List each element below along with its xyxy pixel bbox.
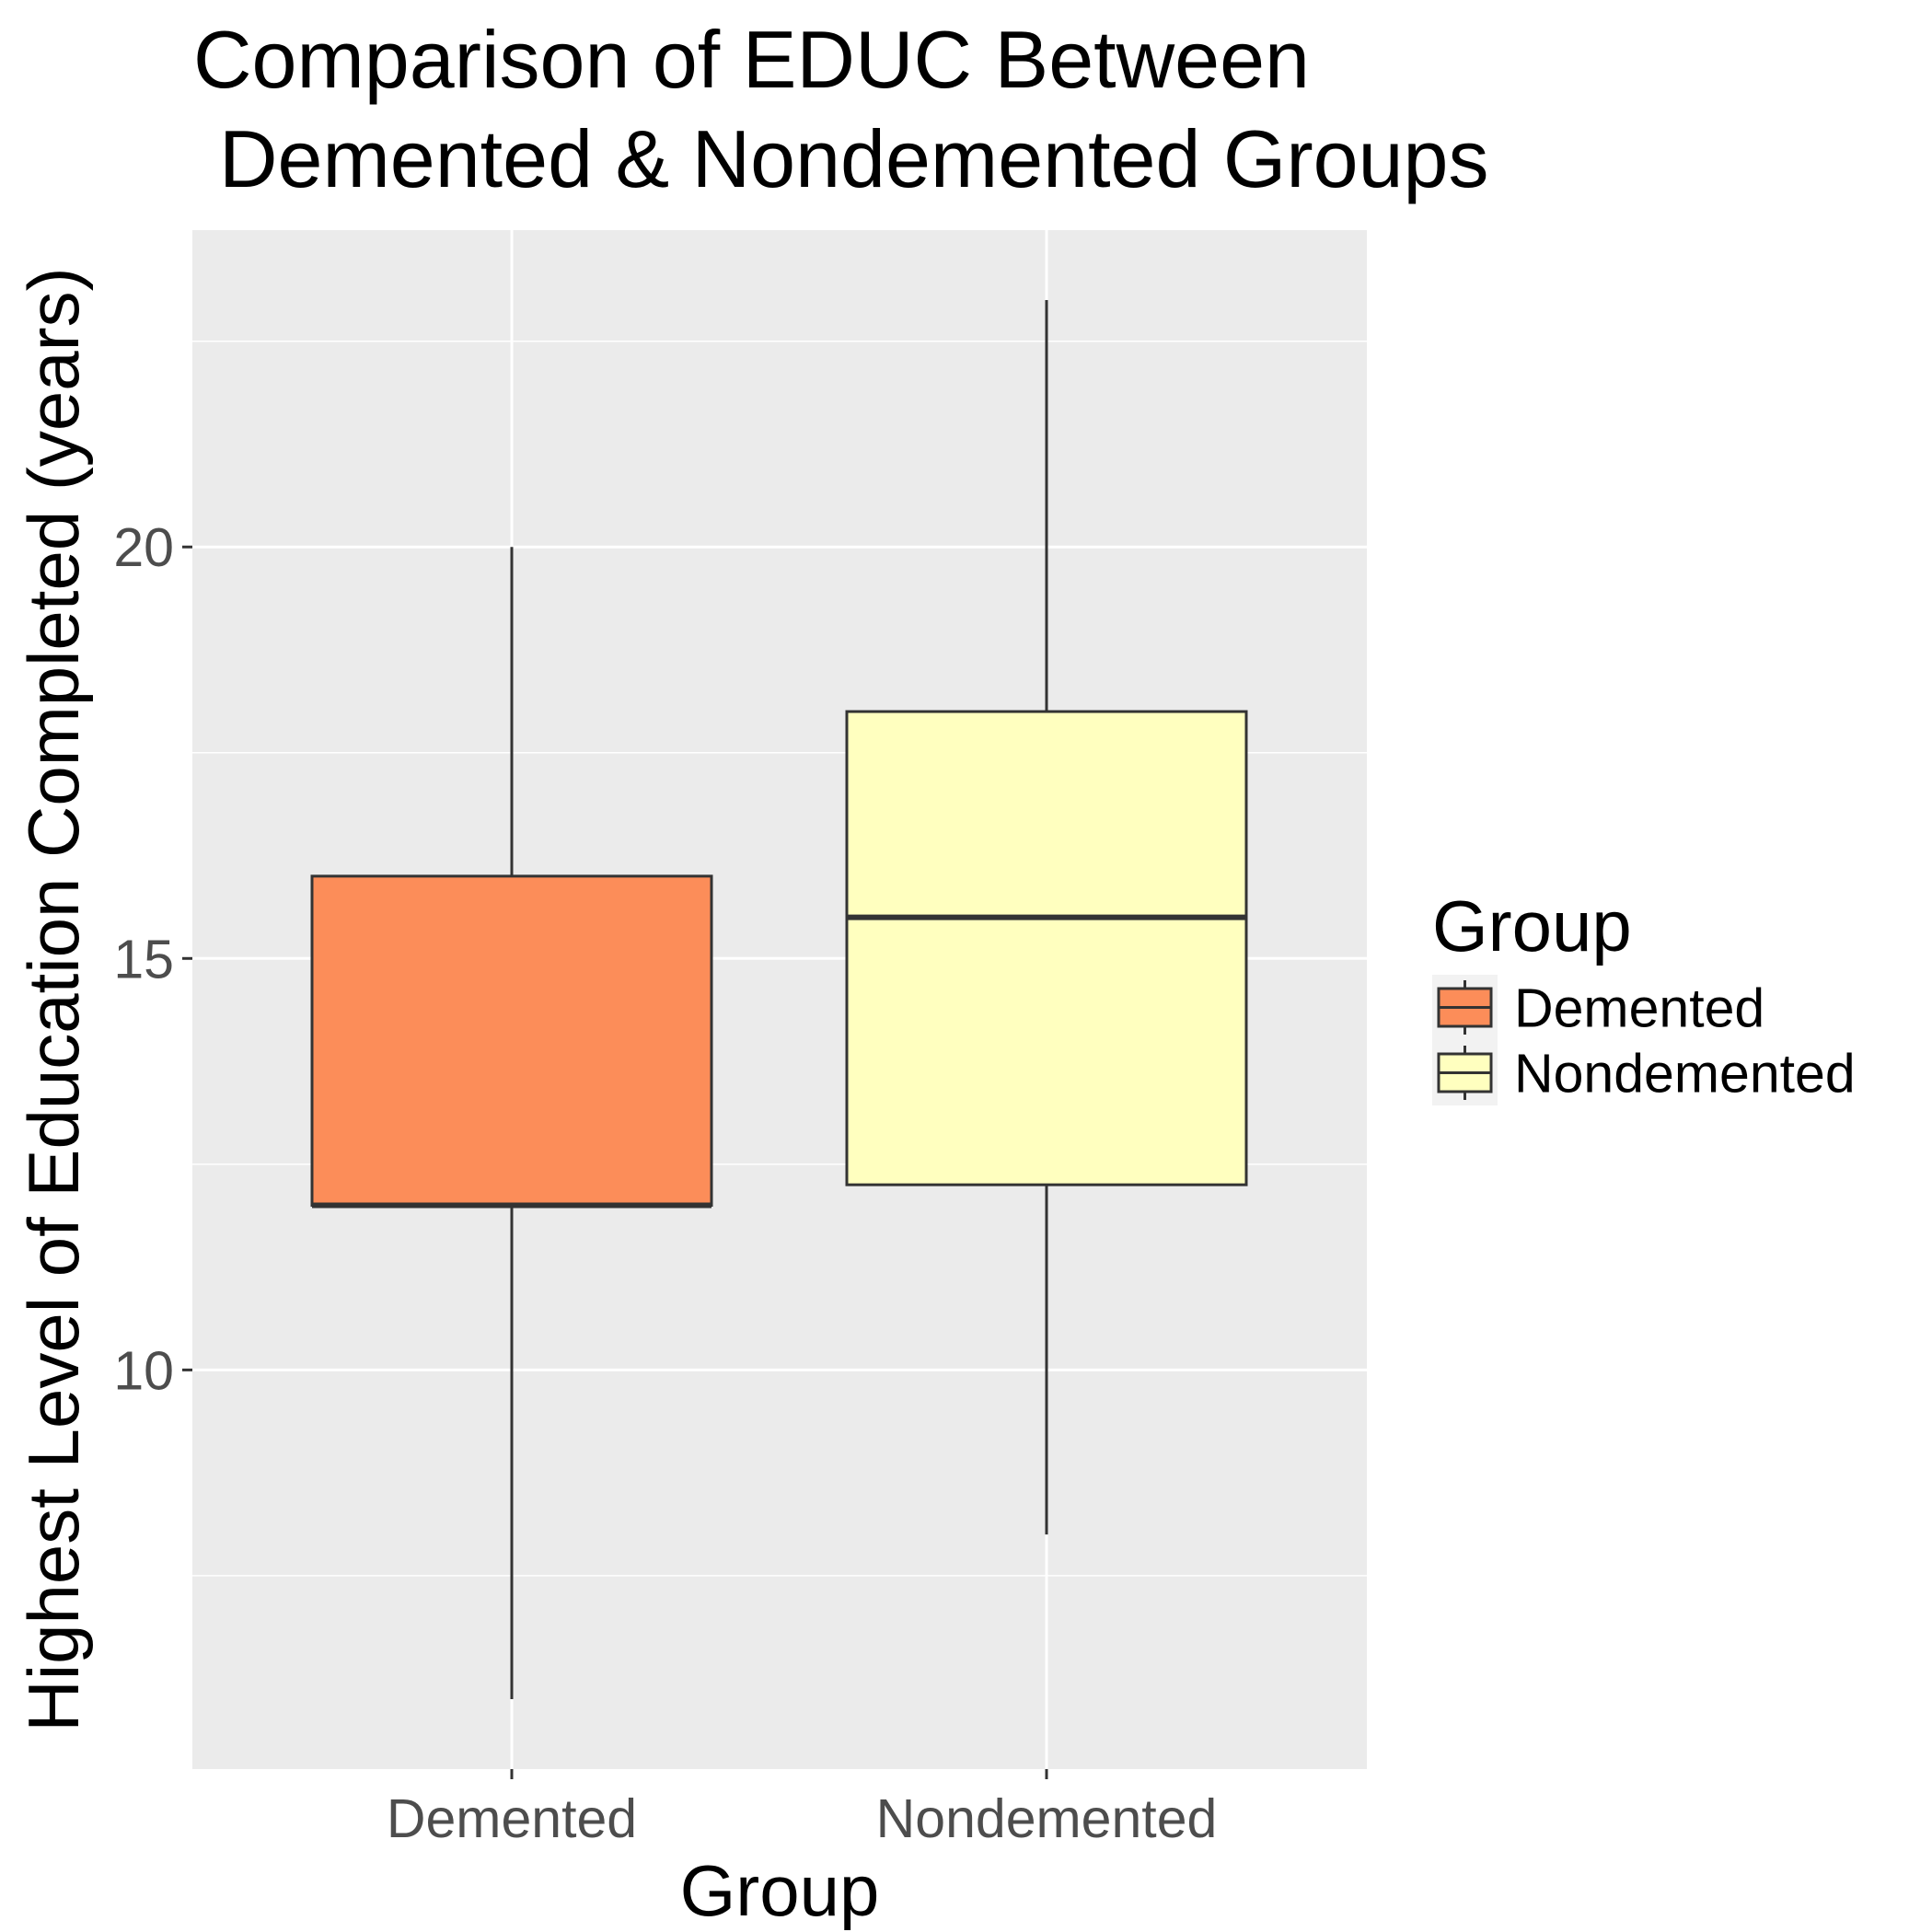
y-axis-title: Highest Level of Education Completed (ye… xyxy=(13,267,94,1731)
x-tick-label: Demented xyxy=(387,1788,637,1849)
legend-label: Nondemented xyxy=(1514,1044,1856,1105)
axis-layer: 10 15 20 Demented Nondemented xyxy=(113,517,1217,1849)
y-tick-label: 10 xyxy=(113,1340,174,1401)
y-tick-label: 20 xyxy=(113,517,174,578)
x-tick-label: Nondemented xyxy=(876,1788,1218,1849)
chart-title-line-2: Demented & Nondemented Groups xyxy=(219,113,1488,204)
iqr-box xyxy=(310,874,713,1208)
box-demented xyxy=(310,547,713,1699)
x-axis-title: Group xyxy=(680,1850,880,1931)
box-nondemented xyxy=(845,300,1248,1535)
box-layer xyxy=(310,300,1248,1699)
iqr-box xyxy=(845,710,1248,1186)
legend-title: Group xyxy=(1432,885,1632,966)
legend-entry-nondemented: Nondemented xyxy=(1432,1040,1856,1105)
legend-entry-demented: Demented xyxy=(1432,975,1764,1040)
chart-title-line-1: Comparison of EDUC Between xyxy=(193,14,1310,105)
legend-label: Demented xyxy=(1514,978,1764,1039)
y-tick-label: 15 xyxy=(113,929,174,989)
